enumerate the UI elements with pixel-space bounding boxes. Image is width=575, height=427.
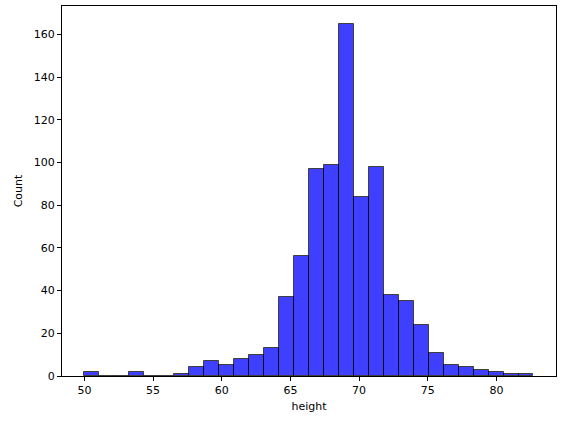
svg-text:60: 60 — [41, 242, 55, 255]
svg-text:140: 140 — [34, 71, 55, 84]
svg-text:80: 80 — [489, 384, 503, 397]
svg-text:55: 55 — [146, 384, 160, 397]
svg-text:70: 70 — [352, 384, 366, 397]
svg-text:0: 0 — [48, 370, 55, 383]
svg-text:60: 60 — [215, 384, 229, 397]
svg-text:80: 80 — [41, 199, 55, 212]
svg-text:65: 65 — [283, 384, 297, 397]
svg-text:height: height — [291, 400, 327, 413]
svg-text:75: 75 — [421, 384, 435, 397]
svg-text:Count: Count — [12, 174, 25, 207]
svg-text:120: 120 — [34, 114, 55, 127]
svg-text:100: 100 — [34, 156, 55, 169]
svg-text:160: 160 — [34, 28, 55, 41]
svg-text:20: 20 — [41, 327, 55, 340]
svg-text:40: 40 — [41, 284, 55, 297]
svg-text:50: 50 — [77, 384, 91, 397]
